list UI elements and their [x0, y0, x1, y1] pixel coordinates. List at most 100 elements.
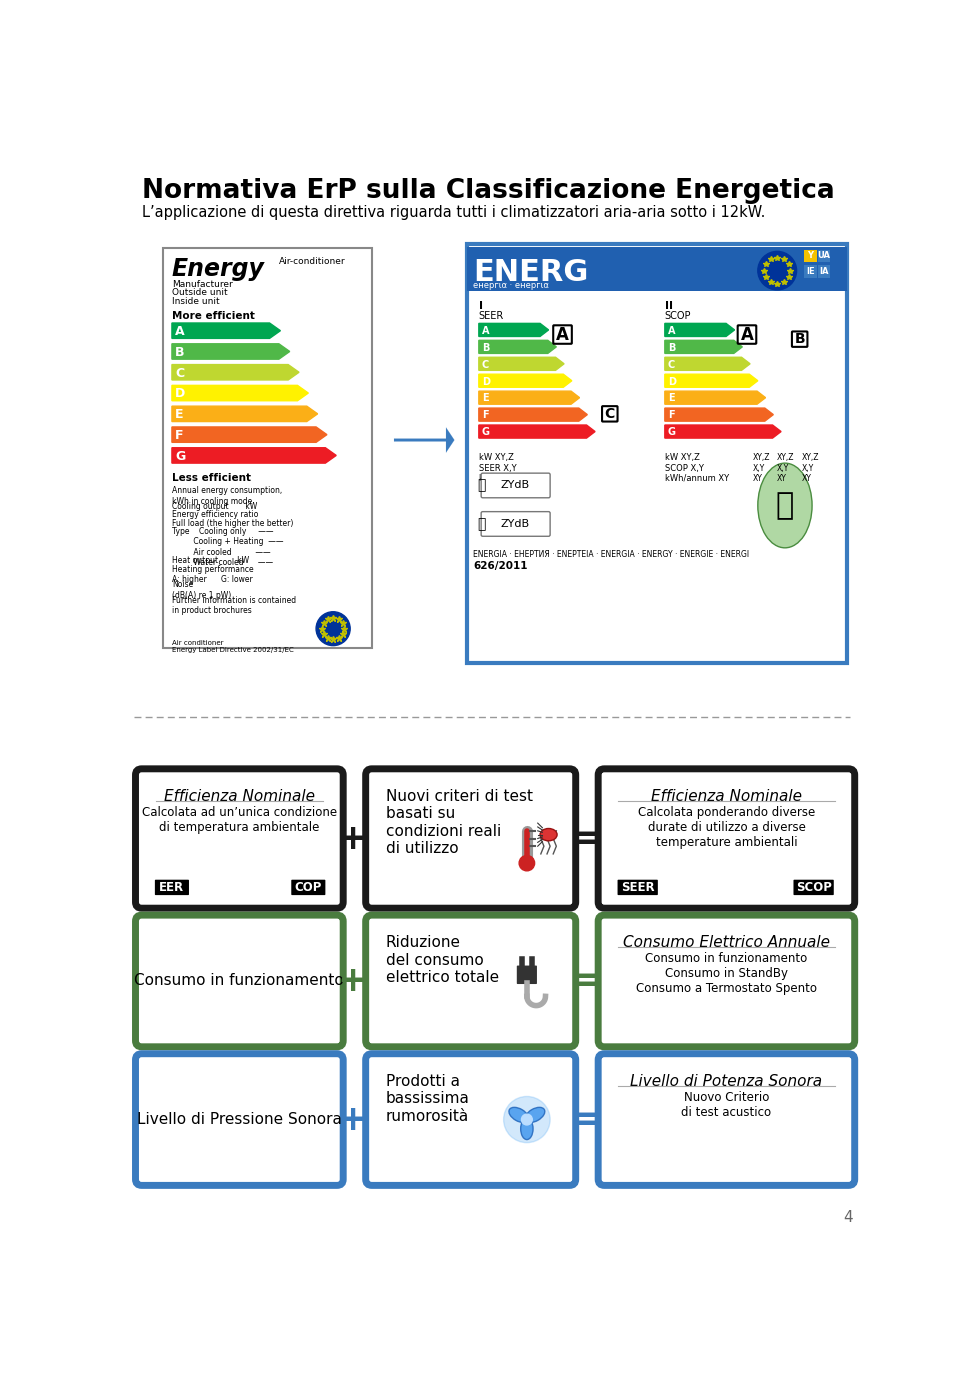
- Text: Energy efficiency ratio: Energy efficiency ratio: [172, 510, 258, 519]
- FancyBboxPatch shape: [155, 879, 189, 895]
- Text: Consumo in funzionamento: Consumo in funzionamento: [134, 974, 345, 989]
- Text: Calcolata ponderando diverse
durate di utilizzo a diverse
temperature ambientali: Calcolata ponderando diverse durate di u…: [637, 806, 815, 849]
- FancyBboxPatch shape: [598, 915, 854, 1047]
- Circle shape: [504, 1096, 550, 1143]
- Text: A: A: [740, 325, 754, 343]
- Text: Y: Y: [807, 251, 813, 261]
- FancyArrow shape: [665, 340, 742, 353]
- Text: Heat output        kW: Heat output kW: [172, 557, 249, 565]
- Text: SEER: SEER: [621, 881, 655, 895]
- Text: I: I: [479, 301, 483, 311]
- FancyBboxPatch shape: [818, 250, 829, 263]
- Text: B: B: [794, 332, 805, 346]
- FancyBboxPatch shape: [598, 770, 854, 908]
- Text: Less efficient: Less efficient: [172, 474, 251, 483]
- Text: F: F: [175, 429, 183, 442]
- Text: Livello di Pressione Sonora: Livello di Pressione Sonora: [137, 1113, 342, 1126]
- FancyArrow shape: [665, 374, 757, 388]
- FancyArrow shape: [479, 324, 548, 336]
- Text: Efficienza Nominale: Efficienza Nominale: [164, 789, 315, 804]
- FancyBboxPatch shape: [468, 243, 847, 664]
- Circle shape: [316, 611, 350, 646]
- FancyBboxPatch shape: [818, 265, 829, 278]
- Text: Air-conditioner: Air-conditioner: [278, 257, 346, 265]
- FancyBboxPatch shape: [481, 511, 550, 536]
- Text: Calcolata ad un’unica condizione
di temperatura ambientale: Calcolata ad un’unica condizione di temp…: [142, 806, 337, 833]
- FancyBboxPatch shape: [598, 1054, 854, 1185]
- FancyBboxPatch shape: [602, 406, 617, 421]
- Text: F: F: [668, 410, 675, 421]
- Text: 🔊: 🔊: [477, 517, 486, 531]
- Text: E: E: [668, 393, 675, 403]
- Text: More efficient: More efficient: [172, 311, 254, 321]
- Text: Consumo Elettrico Annuale: Consumo Elettrico Annuale: [623, 935, 830, 950]
- Text: Annual energy consumption,
kWh in cooling mode: Annual energy consumption, kWh in coolin…: [172, 486, 282, 506]
- Text: Nuovi criteri di test
basati su
condizioni reali
di utilizzo: Nuovi criteri di test basati su condizio…: [386, 789, 533, 856]
- Text: Riduzione
del consumo
elettrico totale: Riduzione del consumo elettrico totale: [386, 935, 499, 985]
- Text: Normativa ErP sulla Classificazione Energetica: Normativa ErP sulla Classificazione Ener…: [142, 178, 834, 204]
- Text: +: +: [337, 964, 368, 997]
- FancyArrow shape: [479, 340, 557, 353]
- FancyBboxPatch shape: [135, 770, 344, 908]
- Text: Prodotti a
bassissima
rumorosità: Prodotti a bassissima rumorosità: [386, 1074, 469, 1124]
- FancyBboxPatch shape: [366, 915, 576, 1047]
- Text: kW XY,Z
SEER X,Y
kWh/annum XY: kW XY,Z SEER X,Y kWh/annum XY: [479, 453, 543, 483]
- Text: II: II: [665, 301, 673, 311]
- FancyArrow shape: [479, 425, 595, 438]
- Text: A: A: [668, 325, 676, 336]
- Text: E: E: [482, 393, 489, 403]
- FancyBboxPatch shape: [553, 325, 572, 344]
- FancyBboxPatch shape: [366, 1054, 576, 1185]
- Text: =: =: [570, 821, 600, 856]
- Text: Livello di Potenza Sonora: Livello di Potenza Sonora: [631, 1074, 823, 1089]
- Text: C: C: [605, 407, 615, 421]
- FancyBboxPatch shape: [162, 247, 372, 647]
- FancyBboxPatch shape: [516, 965, 537, 983]
- Text: C: C: [482, 360, 490, 369]
- FancyBboxPatch shape: [792, 332, 807, 347]
- Text: XY,Z
X,Y
XY: XY,Z X,Y XY: [753, 453, 770, 483]
- FancyBboxPatch shape: [804, 265, 817, 278]
- Text: 🌍: 🌍: [776, 490, 794, 519]
- Text: E: E: [175, 408, 183, 421]
- Text: Energy: Energy: [172, 257, 265, 281]
- FancyArrow shape: [172, 364, 299, 381]
- Text: F: F: [482, 410, 489, 421]
- Ellipse shape: [509, 1107, 529, 1122]
- FancyBboxPatch shape: [135, 1054, 344, 1185]
- FancyArrow shape: [479, 357, 564, 371]
- Text: G: G: [175, 450, 185, 463]
- FancyArrow shape: [172, 426, 327, 442]
- Text: D: D: [175, 388, 185, 400]
- Text: G: G: [482, 428, 490, 438]
- Ellipse shape: [525, 1107, 545, 1122]
- FancyArrow shape: [479, 392, 580, 404]
- Text: SCOP: SCOP: [665, 311, 691, 321]
- Text: UA: UA: [817, 251, 830, 261]
- Text: Cooling output       kW: Cooling output kW: [172, 501, 257, 511]
- Text: Air conditioner
Energy Label Directive 2002/31/EC: Air conditioner Energy Label Directive 2…: [172, 640, 294, 653]
- Text: B: B: [175, 346, 184, 358]
- Text: 🔊: 🔊: [477, 478, 486, 493]
- Text: C: C: [175, 367, 184, 379]
- Text: =: =: [570, 1103, 600, 1136]
- Text: kW XY,Z
SCOP X,Y
kWh/annum XY: kW XY,Z SCOP X,Y kWh/annum XY: [665, 453, 729, 483]
- Text: 4: 4: [843, 1210, 852, 1225]
- Text: Outside unit: Outside unit: [172, 289, 228, 297]
- Text: =: =: [570, 964, 600, 997]
- FancyArrow shape: [479, 374, 572, 388]
- Text: Heating performance
A: higher      G: lower: Heating performance A: higher G: lower: [172, 565, 253, 585]
- Text: Inside unit: Inside unit: [172, 297, 220, 306]
- FancyBboxPatch shape: [135, 915, 344, 1047]
- Text: L’applicazione di questa direttiva riguarda tutti i climatizzatori aria-aria sot: L’applicazione di questa direttiva rigua…: [142, 206, 765, 221]
- Ellipse shape: [520, 1118, 533, 1139]
- Text: A: A: [175, 325, 184, 338]
- FancyArrow shape: [172, 324, 280, 339]
- FancyBboxPatch shape: [804, 250, 817, 263]
- Text: енергια · енергια: енергια · енергια: [473, 281, 549, 290]
- FancyArrow shape: [172, 406, 318, 421]
- Text: C: C: [668, 360, 675, 369]
- FancyBboxPatch shape: [291, 879, 325, 895]
- FancyBboxPatch shape: [794, 879, 834, 895]
- Circle shape: [521, 1114, 532, 1125]
